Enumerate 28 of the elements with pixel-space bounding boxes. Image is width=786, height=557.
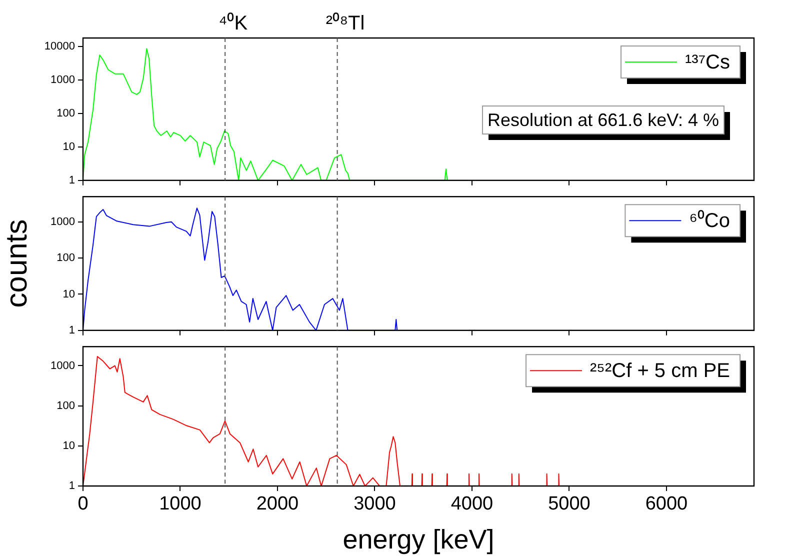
x-tick-label: 0 xyxy=(78,494,88,515)
y-tick-label: 1 xyxy=(68,174,75,186)
x-tick-label: 2000 xyxy=(256,494,299,515)
x-axis-title: energy [keV] xyxy=(342,524,494,554)
y-tick-label: 100 xyxy=(56,252,75,264)
ref-line-label: ⁴⁰K xyxy=(218,12,248,35)
y-tick-label: 1 xyxy=(68,324,75,336)
y-tick-label: 1000 xyxy=(50,216,75,228)
x-tick-label: 3000 xyxy=(354,494,396,515)
x-tick-label: 1000 xyxy=(159,494,202,515)
y-tick-label: 1000 xyxy=(50,74,75,86)
x-tick-label: 4000 xyxy=(450,494,494,515)
y-tick-label: 100 xyxy=(56,400,75,412)
x-tick-label: 5000 xyxy=(548,494,590,515)
legend-label: ¹³⁷Cs xyxy=(685,52,730,74)
ref-line-label: ²⁰⁸Tl xyxy=(326,12,365,35)
y-tick-label: 1000 xyxy=(50,360,75,372)
y-tick-label: 10 xyxy=(62,288,75,300)
y-tick-label: 1 xyxy=(68,480,75,492)
y-tick-label: 10000 xyxy=(44,40,75,53)
legend-label: ⁶⁰Co xyxy=(689,209,730,232)
y-tick-label: 100 xyxy=(56,108,75,120)
legend-label: ²⁵²Cf + 5 cm PE xyxy=(590,360,730,382)
x-tick-label: 6000 xyxy=(645,494,688,515)
y-axis-title: counts xyxy=(0,219,34,308)
y-tick-label: 10 xyxy=(62,440,75,452)
y-tick-label: 10 xyxy=(62,140,75,153)
annotation: Resolution at 661.6 keV: 4 % xyxy=(488,110,720,130)
